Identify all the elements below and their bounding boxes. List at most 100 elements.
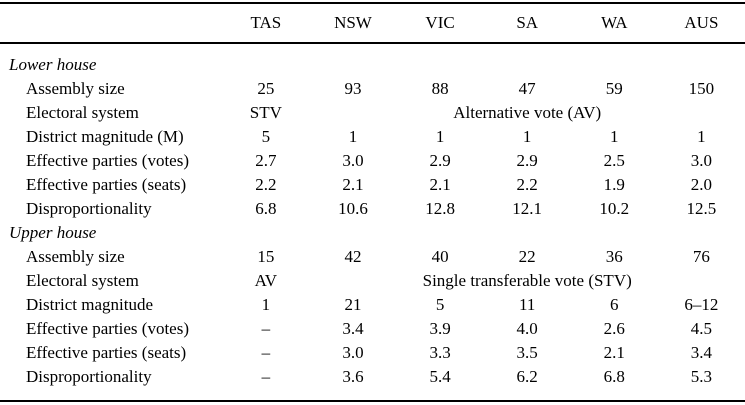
section-title-upper-house: Upper house <box>9 223 97 242</box>
cell-tas: 2.2 <box>255 175 277 194</box>
cell-wa: 2.5 <box>603 151 625 170</box>
cell-aus: 1 <box>697 127 706 146</box>
row-label: Disproportionality <box>26 199 152 218</box>
cell-aus: 5.3 <box>690 367 713 386</box>
cell-vic: 2.9 <box>429 151 451 170</box>
cell-tas: 2.7 <box>255 151 277 170</box>
cell-sa: 2.2 <box>516 175 538 194</box>
row-label: District magnitude <box>26 295 154 314</box>
col-header-nsw: NSW <box>309 3 397 44</box>
cell-sa: 12.1 <box>512 199 543 218</box>
row-label: Effective parties (seats) <box>26 175 187 194</box>
cell-sa: 11 <box>518 295 536 314</box>
cell-tas: 25 <box>257 79 275 98</box>
row-upper-disproportionality: Disproportionality – 3.6 5.4 6.2 6.8 5.3 <box>0 365 745 401</box>
row-lower-disproportionality: Disproportionality 6.8 10.6 12.8 12.1 10… <box>0 197 745 221</box>
row-lower-district-magnitude: District magnitude (M) 5 1 1 1 1 1 <box>0 125 745 149</box>
cell-tas: 6.8 <box>255 199 277 218</box>
row-upper-district-magnitude: District magnitude 1 21 5 11 6 6–12 <box>0 293 745 317</box>
cell-aus: 150 <box>688 79 715 98</box>
cell-sa: 3.5 <box>516 343 538 362</box>
row-label: Assembly size <box>26 79 125 98</box>
row-label: Electoral system <box>26 103 139 122</box>
header-row: TAS NSW VIC SA WA AUS <box>0 3 745 44</box>
cell-wa: 59 <box>605 79 623 98</box>
cell-tas: – <box>261 319 271 338</box>
section-title-lower-house: Lower house <box>9 55 97 74</box>
row-label: Assembly size <box>26 247 125 266</box>
cell-aus: 12.5 <box>686 199 717 218</box>
row-label: Effective parties (votes) <box>26 319 190 338</box>
cell-nsw: 42 <box>344 247 362 266</box>
cell-sa: 2.9 <box>516 151 538 170</box>
cell-vic: 40 <box>431 247 449 266</box>
cell-nsw: 2.1 <box>342 175 364 194</box>
cell-wa: 6.8 <box>603 367 625 386</box>
cell-aus: 6–12 <box>684 295 719 314</box>
cell-aus: 4.5 <box>690 319 713 338</box>
cell-aus: 76 <box>692 247 710 266</box>
cell-nsw: 1 <box>348 127 358 146</box>
cell-wa: 2.6 <box>603 319 625 338</box>
cell-sa: 1 <box>522 127 532 146</box>
row-lower-effective-parties-votes: Effective parties (votes) 2.7 3.0 2.9 2.… <box>0 149 745 173</box>
cell-tas: AV <box>254 271 278 290</box>
cell-tas: 15 <box>257 247 275 266</box>
row-upper-effective-parties-votes: Effective parties (votes) – 3.4 3.9 4.0 … <box>0 317 745 341</box>
cell-nsw: 10.6 <box>338 199 368 218</box>
section-row-lower-house: Lower house <box>0 43 745 77</box>
row-upper-effective-parties-seats: Effective parties (seats) – 3.0 3.3 3.5 … <box>0 341 745 365</box>
col-header-aus: AUS <box>657 3 745 44</box>
row-label: Effective parties (seats) <box>26 343 187 362</box>
row-label: Effective parties (votes) <box>26 151 190 170</box>
cell-nsw: 93 <box>344 79 362 98</box>
row-label: Electoral system <box>26 271 139 290</box>
cell-aus: 3.4 <box>690 343 713 362</box>
row-lower-electoral-system: Electoral system STV Alternative vote (A… <box>0 101 745 125</box>
cell-span-av: Alternative vote (AV) <box>453 103 602 122</box>
cell-wa: 10.2 <box>599 199 630 218</box>
cell-nsw: 21 <box>344 295 362 314</box>
cell-tas: – <box>261 343 271 362</box>
col-header-sa: SA <box>483 3 571 44</box>
cell-wa: 1 <box>610 127 619 146</box>
row-label: Disproportionality <box>26 367 152 386</box>
cell-sa: 4.0 <box>516 319 538 338</box>
cell-tas: 1 <box>261 295 271 314</box>
cell-vic: 1 <box>435 127 445 146</box>
cell-aus: 2.0 <box>690 175 713 194</box>
corner-cell <box>0 3 223 44</box>
cell-vic: 2.1 <box>429 175 451 194</box>
cell-sa: 6.2 <box>516 367 538 386</box>
cell-nsw: 3.0 <box>342 151 364 170</box>
cell-nsw: 3.4 <box>342 319 364 338</box>
cell-wa: 6 <box>610 295 619 314</box>
row-lower-effective-parties-seats: Effective parties (seats) 2.2 2.1 2.1 2.… <box>0 173 745 197</box>
col-header-wa: WA <box>570 3 658 44</box>
section-row-upper-house: Upper house <box>0 221 745 245</box>
cell-nsw: 3.6 <box>342 367 364 386</box>
cell-tas: – <box>261 367 271 386</box>
col-header-vic: VIC <box>396 3 484 44</box>
cell-vic: 3.9 <box>429 319 451 338</box>
row-label: District magnitude (M) <box>26 127 184 146</box>
cell-nsw: 3.0 <box>342 343 364 362</box>
cell-vic: 12.8 <box>425 199 455 218</box>
cell-vic: 3.3 <box>429 343 451 362</box>
col-header-tas: TAS <box>222 3 310 44</box>
cell-sa: 22 <box>518 247 536 266</box>
cell-tas: STV <box>249 103 282 122</box>
cell-vic: 88 <box>431 79 449 98</box>
cell-aus: 3.0 <box>690 151 713 170</box>
cell-wa: 36 <box>605 247 623 266</box>
cell-vic: 5.4 <box>429 367 451 386</box>
cell-vic: 5 <box>435 295 445 314</box>
cell-tas: 5 <box>261 127 271 146</box>
cell-wa: 2.1 <box>603 343 625 362</box>
cell-wa: 1.9 <box>603 175 625 194</box>
cell-sa: 47 <box>518 79 536 98</box>
row-upper-electoral-system: Electoral system AV Single transferable … <box>0 269 745 293</box>
row-upper-assembly-size: Assembly size 15 42 40 22 36 76 <box>0 245 745 269</box>
